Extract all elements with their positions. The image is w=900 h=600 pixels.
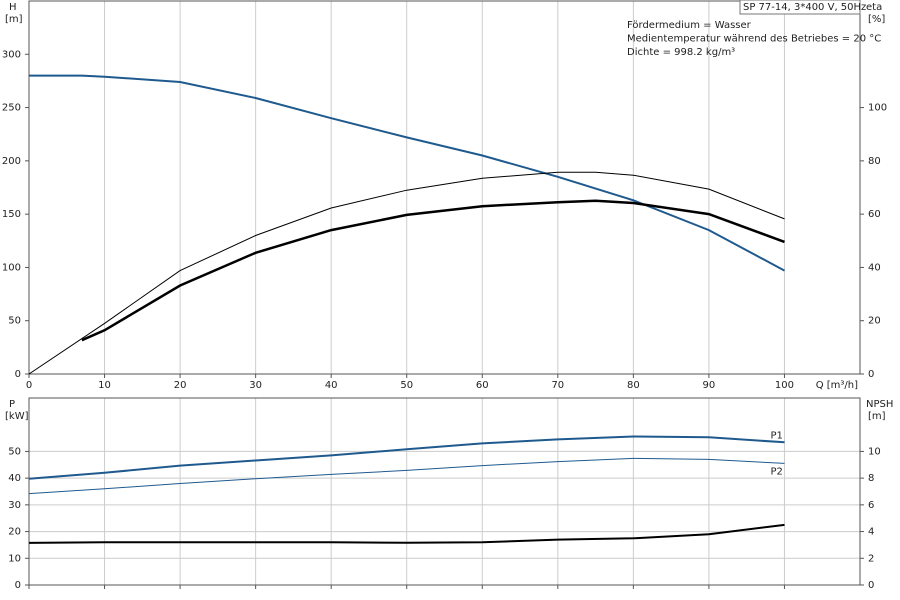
y-label: H xyxy=(9,2,17,13)
y2-label: NPSH xyxy=(866,399,893,410)
curve xyxy=(28,171,785,375)
y-tick-label: 150 xyxy=(2,209,21,220)
x-tick-label: 10 xyxy=(98,380,111,391)
y2-tick-label: 10 xyxy=(868,446,881,457)
y2-tick-label: 8 xyxy=(868,473,874,484)
plot-frame xyxy=(28,0,861,375)
y2-tick-label: 80 xyxy=(868,156,881,167)
y2-tick-label: 20 xyxy=(868,316,881,327)
series-label: P2 xyxy=(770,466,782,477)
y-tick-label: 30 xyxy=(8,500,21,511)
y2-tick-label: 0 xyxy=(868,369,874,380)
curve xyxy=(28,457,785,495)
x-tick-label: 70 xyxy=(551,380,564,391)
note: Fördermedium = Wasser xyxy=(627,20,752,31)
y2-tick-label: 6 xyxy=(868,500,874,511)
y2-tick-label: 60 xyxy=(868,209,881,220)
y2-tick-label: 2 xyxy=(868,553,874,564)
x-tick-label: 50 xyxy=(400,380,413,391)
x-tick-label: 100 xyxy=(775,380,794,391)
y-tick-label: 250 xyxy=(2,103,21,114)
y-unit: [kW] xyxy=(5,411,29,422)
y-label: P xyxy=(9,399,15,410)
x-tick-label: 0 xyxy=(26,380,32,391)
y-tick-label: 40 xyxy=(8,473,21,484)
note: Dichte = 998.2 kg/m³ xyxy=(627,47,735,58)
x-tick-label: 30 xyxy=(249,380,262,391)
y2-tick-label: 0 xyxy=(868,580,874,591)
y-tick-label: 0 xyxy=(15,580,21,591)
y-tick-label: 50 xyxy=(8,316,21,327)
x-label: Q [m³/h] xyxy=(816,380,858,391)
y2-tick-label: 100 xyxy=(868,103,887,114)
y2-label: eta xyxy=(866,2,882,13)
y2-unit: [m] xyxy=(868,411,886,422)
x-tick-label: 20 xyxy=(174,380,187,391)
x-tick-label: 40 xyxy=(325,380,338,391)
chart-title: SP 77-14, 3*400 V, 50Hz xyxy=(743,2,866,13)
y-tick-label: 300 xyxy=(2,49,21,60)
x-tick-label: 80 xyxy=(627,380,640,391)
curve xyxy=(28,523,785,544)
y-unit: [m] xyxy=(5,14,23,25)
y2-tick-label: 40 xyxy=(868,262,881,273)
y2-unit: [%] xyxy=(868,14,885,25)
y2-tick-label: 4 xyxy=(868,527,874,538)
curve xyxy=(28,435,785,480)
y-tick-label: 20 xyxy=(8,527,21,538)
y-tick-label: 10 xyxy=(8,553,21,564)
plot-frame xyxy=(28,397,861,586)
title-box xyxy=(739,0,861,15)
x-tick-label: 90 xyxy=(703,380,716,391)
y-tick-label: 0 xyxy=(15,369,21,380)
y-tick-label: 50 xyxy=(8,446,21,457)
series-label: P1 xyxy=(770,430,782,441)
curve xyxy=(81,199,785,342)
y-tick-label: 100 xyxy=(2,262,21,273)
note: Medientemperatur während des Betriebes =… xyxy=(627,34,881,45)
x-tick-label: 60 xyxy=(476,380,489,391)
y-tick-label: 200 xyxy=(2,156,21,167)
